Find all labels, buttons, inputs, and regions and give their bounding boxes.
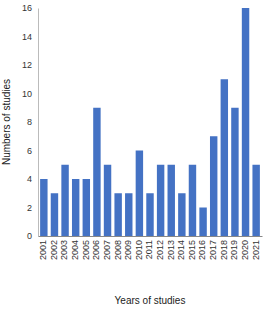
x-tick-label: 2005 bbox=[81, 240, 91, 260]
y-tick: 8 bbox=[27, 117, 38, 127]
bar bbox=[210, 136, 217, 236]
x-tick: 2007 bbox=[102, 236, 112, 260]
bar bbox=[104, 165, 111, 236]
y-tick-label: 14 bbox=[22, 32, 32, 42]
x-tick: 2014 bbox=[176, 236, 186, 260]
y-tick: 2 bbox=[27, 203, 38, 213]
x-tick: 2008 bbox=[113, 236, 123, 260]
y-tick: 16 bbox=[22, 3, 38, 13]
x-tick-label: 2004 bbox=[70, 240, 80, 260]
bar bbox=[114, 193, 121, 236]
x-tick: 2005 bbox=[81, 236, 91, 260]
x-tick-label: 2018 bbox=[219, 240, 229, 260]
bar bbox=[252, 165, 259, 236]
x-axis-line bbox=[39, 236, 263, 237]
bar bbox=[51, 193, 58, 236]
bar bbox=[221, 79, 228, 236]
x-tick-label: 2016 bbox=[197, 240, 207, 260]
x-tick-label: 2002 bbox=[49, 240, 59, 260]
y-axis-title: Numbers of studies bbox=[1, 79, 12, 165]
y-tick-label: 10 bbox=[22, 89, 32, 99]
y-tick: 12 bbox=[22, 60, 38, 70]
x-axis: 2001200220032004200520062007200820092010… bbox=[38, 236, 262, 260]
y-tick-label: 12 bbox=[22, 60, 32, 70]
x-tick-label: 2017 bbox=[208, 240, 218, 260]
bars bbox=[40, 8, 260, 236]
x-tick-label: 2001 bbox=[38, 240, 48, 260]
y-tick: 6 bbox=[27, 146, 38, 156]
x-tick-label: 2013 bbox=[166, 240, 176, 260]
x-tick-label: 2015 bbox=[187, 240, 197, 260]
x-tick-label: 2003 bbox=[59, 240, 69, 260]
y-tick: 10 bbox=[22, 89, 38, 99]
x-tick: 2009 bbox=[123, 236, 133, 260]
y-tick-label: 6 bbox=[27, 146, 32, 156]
x-tick-label: 2006 bbox=[91, 240, 101, 260]
x-tick-label: 2020 bbox=[240, 240, 250, 260]
x-tick-label: 2010 bbox=[134, 240, 144, 260]
x-tick: 2002 bbox=[49, 236, 59, 260]
y-tick-label: 4 bbox=[27, 174, 32, 184]
y-tick-label: 0 bbox=[27, 231, 32, 241]
x-tick-label: 2019 bbox=[229, 240, 239, 260]
x-tick-label: 2012 bbox=[155, 240, 165, 260]
x-tick: 2001 bbox=[38, 236, 48, 260]
x-tick: 2021 bbox=[251, 236, 261, 260]
bar bbox=[168, 165, 175, 236]
x-tick-label: 2011 bbox=[144, 240, 154, 259]
chart: 0246810121416200120022003200420052006200… bbox=[0, 0, 267, 312]
x-tick: 2018 bbox=[219, 236, 229, 260]
y-tick: 14 bbox=[22, 32, 38, 42]
x-tick: 2010 bbox=[134, 236, 144, 260]
x-tick: 2015 bbox=[187, 236, 197, 260]
bar bbox=[189, 165, 196, 236]
bar bbox=[83, 179, 90, 236]
x-axis-title: Years of studies bbox=[115, 295, 186, 306]
x-tick-label: 2009 bbox=[123, 240, 133, 260]
bar bbox=[72, 179, 79, 236]
bar bbox=[199, 208, 206, 237]
bar bbox=[231, 108, 238, 236]
bar bbox=[93, 108, 100, 236]
x-tick: 2004 bbox=[70, 236, 80, 260]
y-tick-label: 16 bbox=[22, 3, 32, 13]
bar bbox=[178, 193, 185, 236]
bar bbox=[136, 151, 143, 237]
y-tick: 4 bbox=[27, 174, 38, 184]
bar bbox=[125, 193, 132, 236]
x-tick: 2019 bbox=[229, 236, 239, 260]
y-axis-line bbox=[38, 9, 39, 237]
x-tick: 2016 bbox=[197, 236, 207, 260]
x-tick: 2012 bbox=[155, 236, 165, 260]
x-tick-label: 2007 bbox=[102, 240, 112, 260]
bar bbox=[242, 8, 249, 236]
y-tick-label: 2 bbox=[27, 203, 32, 213]
bar bbox=[157, 165, 164, 236]
x-tick: 2017 bbox=[208, 236, 218, 260]
x-tick: 2006 bbox=[91, 236, 101, 260]
x-tick-label: 2021 bbox=[251, 240, 261, 260]
y-axis: 0 2 4 6 8 10 12 14 16 bbox=[22, 3, 39, 241]
x-tick-label: 2008 bbox=[113, 240, 123, 260]
y-tick: 0 bbox=[27, 231, 38, 241]
x-tick: 2013 bbox=[166, 236, 176, 260]
x-tick-label: 2014 bbox=[176, 240, 186, 260]
x-tick: 2020 bbox=[240, 236, 250, 260]
bar bbox=[61, 165, 68, 236]
x-tick: 2003 bbox=[59, 236, 69, 260]
plot: 0246810121416200120022003200420052006200… bbox=[22, 3, 263, 260]
bar bbox=[146, 193, 153, 236]
y-tick-label: 8 bbox=[27, 117, 32, 127]
x-tick: 2011 bbox=[144, 236, 154, 259]
bar bbox=[40, 179, 47, 236]
